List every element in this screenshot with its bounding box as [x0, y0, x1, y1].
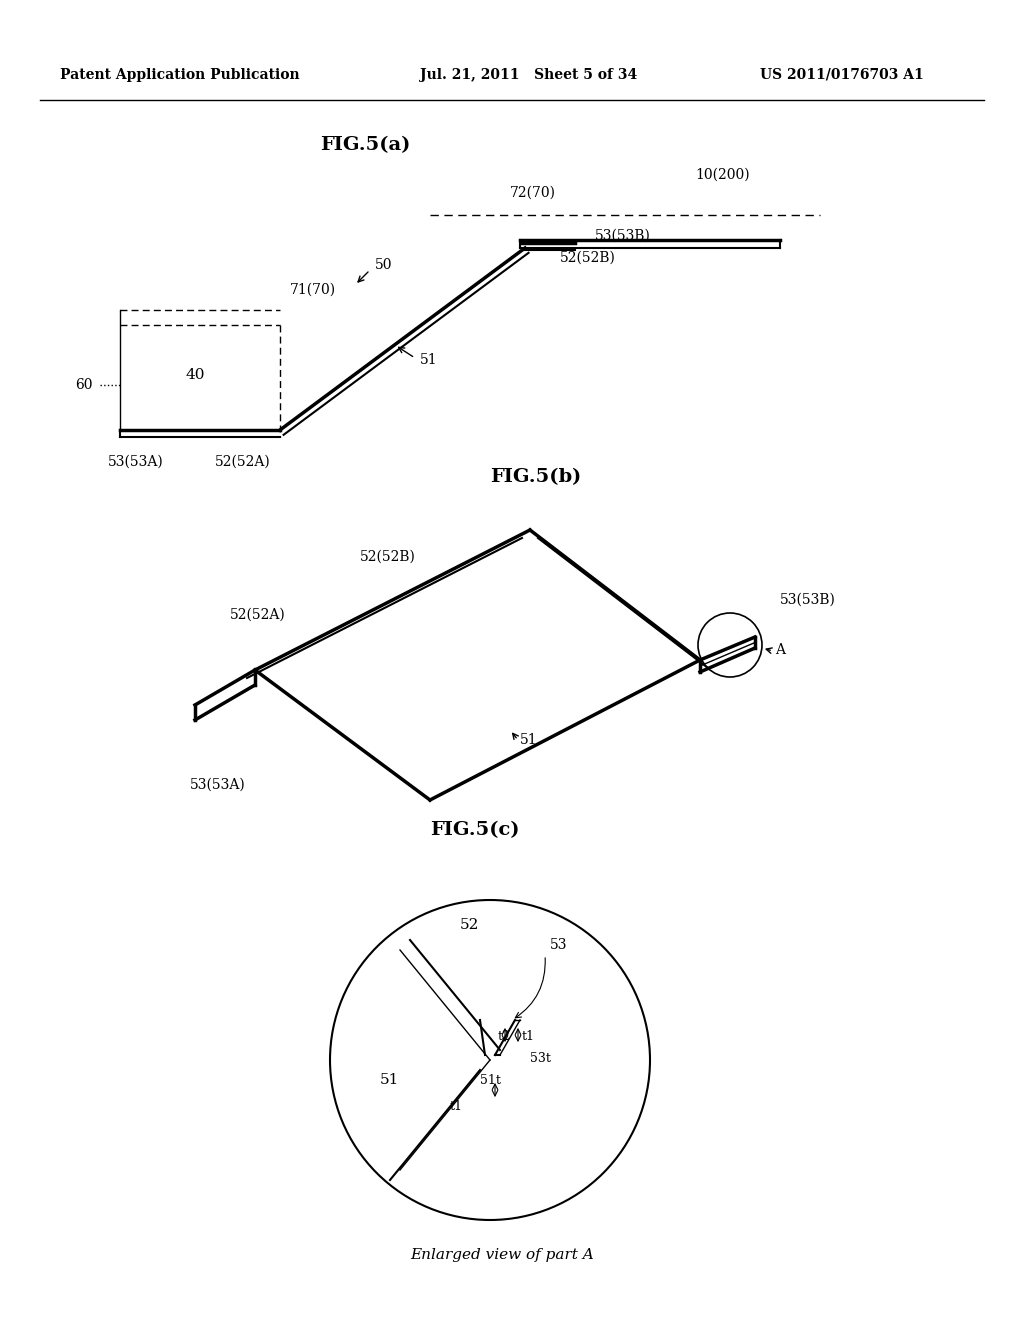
Text: 51: 51: [520, 733, 538, 747]
Text: Jul. 21, 2011   Sheet 5 of 34: Jul. 21, 2011 Sheet 5 of 34: [420, 69, 637, 82]
Text: 52(52A): 52(52A): [230, 609, 286, 622]
Text: FIG.5(a): FIG.5(a): [319, 136, 411, 154]
Text: 52(52A): 52(52A): [215, 455, 270, 469]
Text: FIG.5(c): FIG.5(c): [430, 821, 519, 840]
Text: 60: 60: [75, 378, 92, 392]
Text: US 2011/0176703 A1: US 2011/0176703 A1: [760, 69, 924, 82]
Text: 53t: 53t: [530, 1052, 551, 1064]
Text: 53(53A): 53(53A): [108, 455, 164, 469]
Text: 72(70): 72(70): [510, 186, 556, 201]
Text: 53(53B): 53(53B): [595, 228, 651, 243]
Text: t1: t1: [450, 1101, 463, 1114]
Text: 40: 40: [185, 368, 205, 381]
Text: 53: 53: [550, 939, 567, 952]
Text: 52(52B): 52(52B): [360, 550, 416, 564]
Text: 53(53B): 53(53B): [780, 593, 836, 607]
Text: 51: 51: [420, 352, 437, 367]
Text: 10(200): 10(200): [695, 168, 750, 182]
Text: Patent Application Publication: Patent Application Publication: [60, 69, 300, 82]
Text: t1: t1: [522, 1031, 535, 1044]
Text: 71(70): 71(70): [290, 282, 336, 297]
Text: FIG.5(b): FIG.5(b): [490, 469, 582, 486]
Text: t2: t2: [498, 1031, 511, 1044]
Text: 51: 51: [380, 1073, 399, 1086]
Text: 52(52B): 52(52B): [560, 251, 615, 265]
Text: Enlarged view of part A: Enlarged view of part A: [410, 1247, 594, 1262]
Text: A: A: [775, 643, 785, 657]
Text: 50: 50: [375, 257, 392, 272]
Text: 53(53A): 53(53A): [190, 777, 246, 792]
Text: 51t: 51t: [480, 1073, 501, 1086]
Text: 52: 52: [460, 917, 479, 932]
